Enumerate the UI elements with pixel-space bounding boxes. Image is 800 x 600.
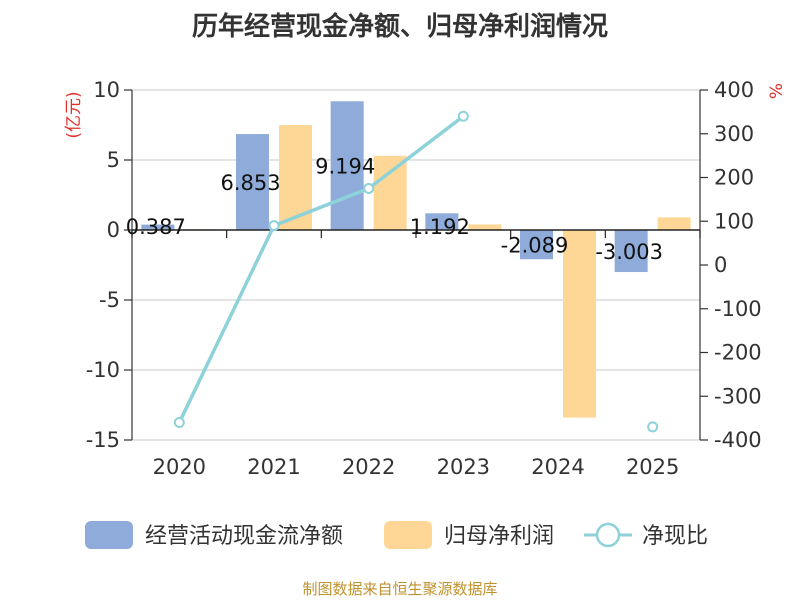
net-profit-bar — [563, 230, 596, 418]
right-tick-label: 300 — [714, 122, 754, 146]
cashflow-bar — [330, 101, 364, 230]
left-tick-label: 10 — [93, 78, 120, 102]
right-tick-label: -100 — [714, 297, 762, 321]
axes: 10 5 0 -5 -10 -15 400 300 200 100 0 -100 -200 -300 -40… — [64, 78, 787, 479]
net-profit-bar — [468, 224, 502, 230]
net-profit-bar — [657, 217, 691, 230]
legend: 经营活动现金流净额 归母净利润 净现比 — [85, 521, 708, 549]
right-axis-unit: % — [767, 83, 787, 99]
left-tick-label: 5 — [107, 148, 120, 172]
bar-value-label: 9.194 — [315, 155, 375, 179]
bar-labels: 0.387 6.853 9.194 1.192 -2.089 -3.003 — [126, 155, 663, 264]
right-tick-label: -200 — [714, 341, 762, 365]
x-tick-label: 2024 — [531, 455, 584, 479]
right-tick-label: 200 — [714, 166, 754, 190]
net-profit-bar — [373, 155, 407, 230]
legend-label-net-profit: 归母净利润 — [444, 524, 554, 549]
x-tick-label: 2021 — [247, 455, 300, 479]
bar-value-label: -2.089 — [501, 234, 569, 258]
line-series — [173, 110, 659, 433]
gridlines — [132, 89, 700, 441]
right-tick-label: 100 — [714, 209, 754, 233]
ratio-point — [268, 220, 280, 232]
bar-value-label: 0.387 — [126, 215, 186, 239]
left-tick-label: -10 — [86, 358, 120, 382]
left-tick-label: -5 — [99, 288, 120, 312]
bar-value-label: -3.003 — [595, 240, 663, 264]
ratio-line-segment — [177, 223, 276, 425]
legend-swatch-net-profit — [384, 521, 432, 549]
right-tick-label: 0 — [714, 253, 727, 277]
legend-marker-ratio — [595, 522, 621, 548]
right-tick-label: 400 — [714, 78, 754, 102]
legend-label-cashflow: 经营活动现金流净额 — [145, 524, 343, 549]
bar-value-label: 1.192 — [410, 215, 470, 239]
ratio-line-segment — [366, 114, 466, 191]
ratio-point — [363, 182, 375, 194]
x-tick-label: 2023 — [437, 455, 490, 479]
bar-value-label: 6.853 — [220, 171, 280, 195]
cashflow-bar — [141, 224, 175, 230]
legend-swatch-cashflow — [85, 521, 133, 549]
cashflow-bar — [236, 134, 269, 230]
cashflow-bar — [614, 230, 648, 273]
ratio-point — [457, 110, 469, 122]
cashflow-bar — [425, 213, 459, 230]
x-tick-label: 2020 — [153, 455, 206, 479]
right-tick-label: -300 — [714, 384, 762, 408]
left-axis-unit: (亿元) — [64, 91, 84, 138]
legend-label-ratio: 净现比 — [642, 524, 708, 549]
ratio-line-segment — [272, 186, 371, 228]
x-tick-label: 2025 — [626, 455, 679, 479]
bars — [141, 101, 691, 418]
ratio-point — [173, 417, 185, 428]
cashflow-bar — [520, 230, 553, 260]
left-tick-label: 0 — [107, 218, 120, 242]
left-tick-label: -15 — [86, 428, 120, 452]
chart-title: 历年经营现金净额、归母净利润情况 — [191, 12, 608, 42]
data-source: 制图数据来自恒生聚源数据库 — [302, 580, 498, 598]
x-tick-label: 2022 — [342, 455, 395, 479]
ratio-point — [647, 421, 659, 433]
right-tick-label: -400 — [714, 428, 762, 452]
